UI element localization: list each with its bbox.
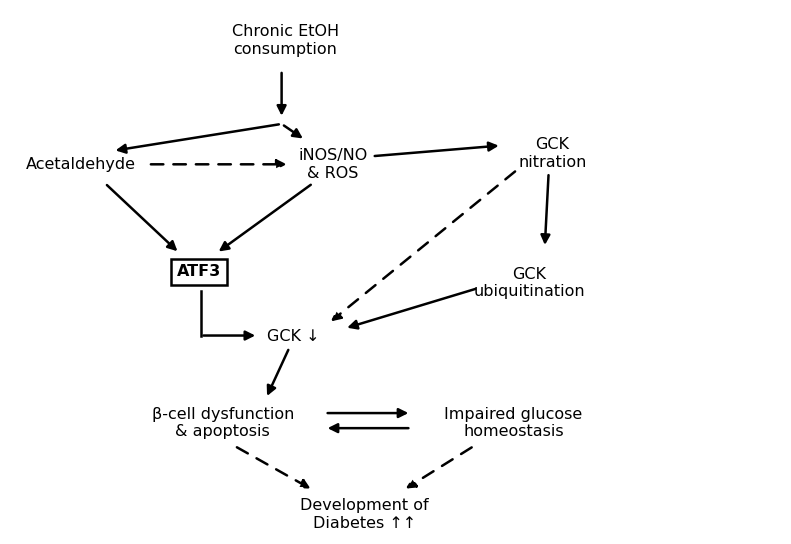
Text: GCK ↓: GCK ↓ bbox=[267, 329, 320, 344]
Text: iNOS/NO
& ROS: iNOS/NO & ROS bbox=[298, 148, 367, 181]
Text: Chronic EtOH
consumption: Chronic EtOH consumption bbox=[232, 24, 339, 57]
Text: Impaired glucose
homeostasis: Impaired glucose homeostasis bbox=[445, 406, 582, 439]
Text: GCK
nitration: GCK nitration bbox=[518, 137, 587, 170]
Text: Development of
Diabetes ↑↑: Development of Diabetes ↑↑ bbox=[300, 498, 429, 530]
Text: Acetaldehyde: Acetaldehyde bbox=[26, 157, 136, 172]
Text: GCK
ubiquitination: GCK ubiquitination bbox=[473, 267, 585, 299]
Text: β-cell dysfunction
& apoptosis: β-cell dysfunction & apoptosis bbox=[152, 406, 294, 439]
Text: ATF3: ATF3 bbox=[177, 264, 221, 280]
